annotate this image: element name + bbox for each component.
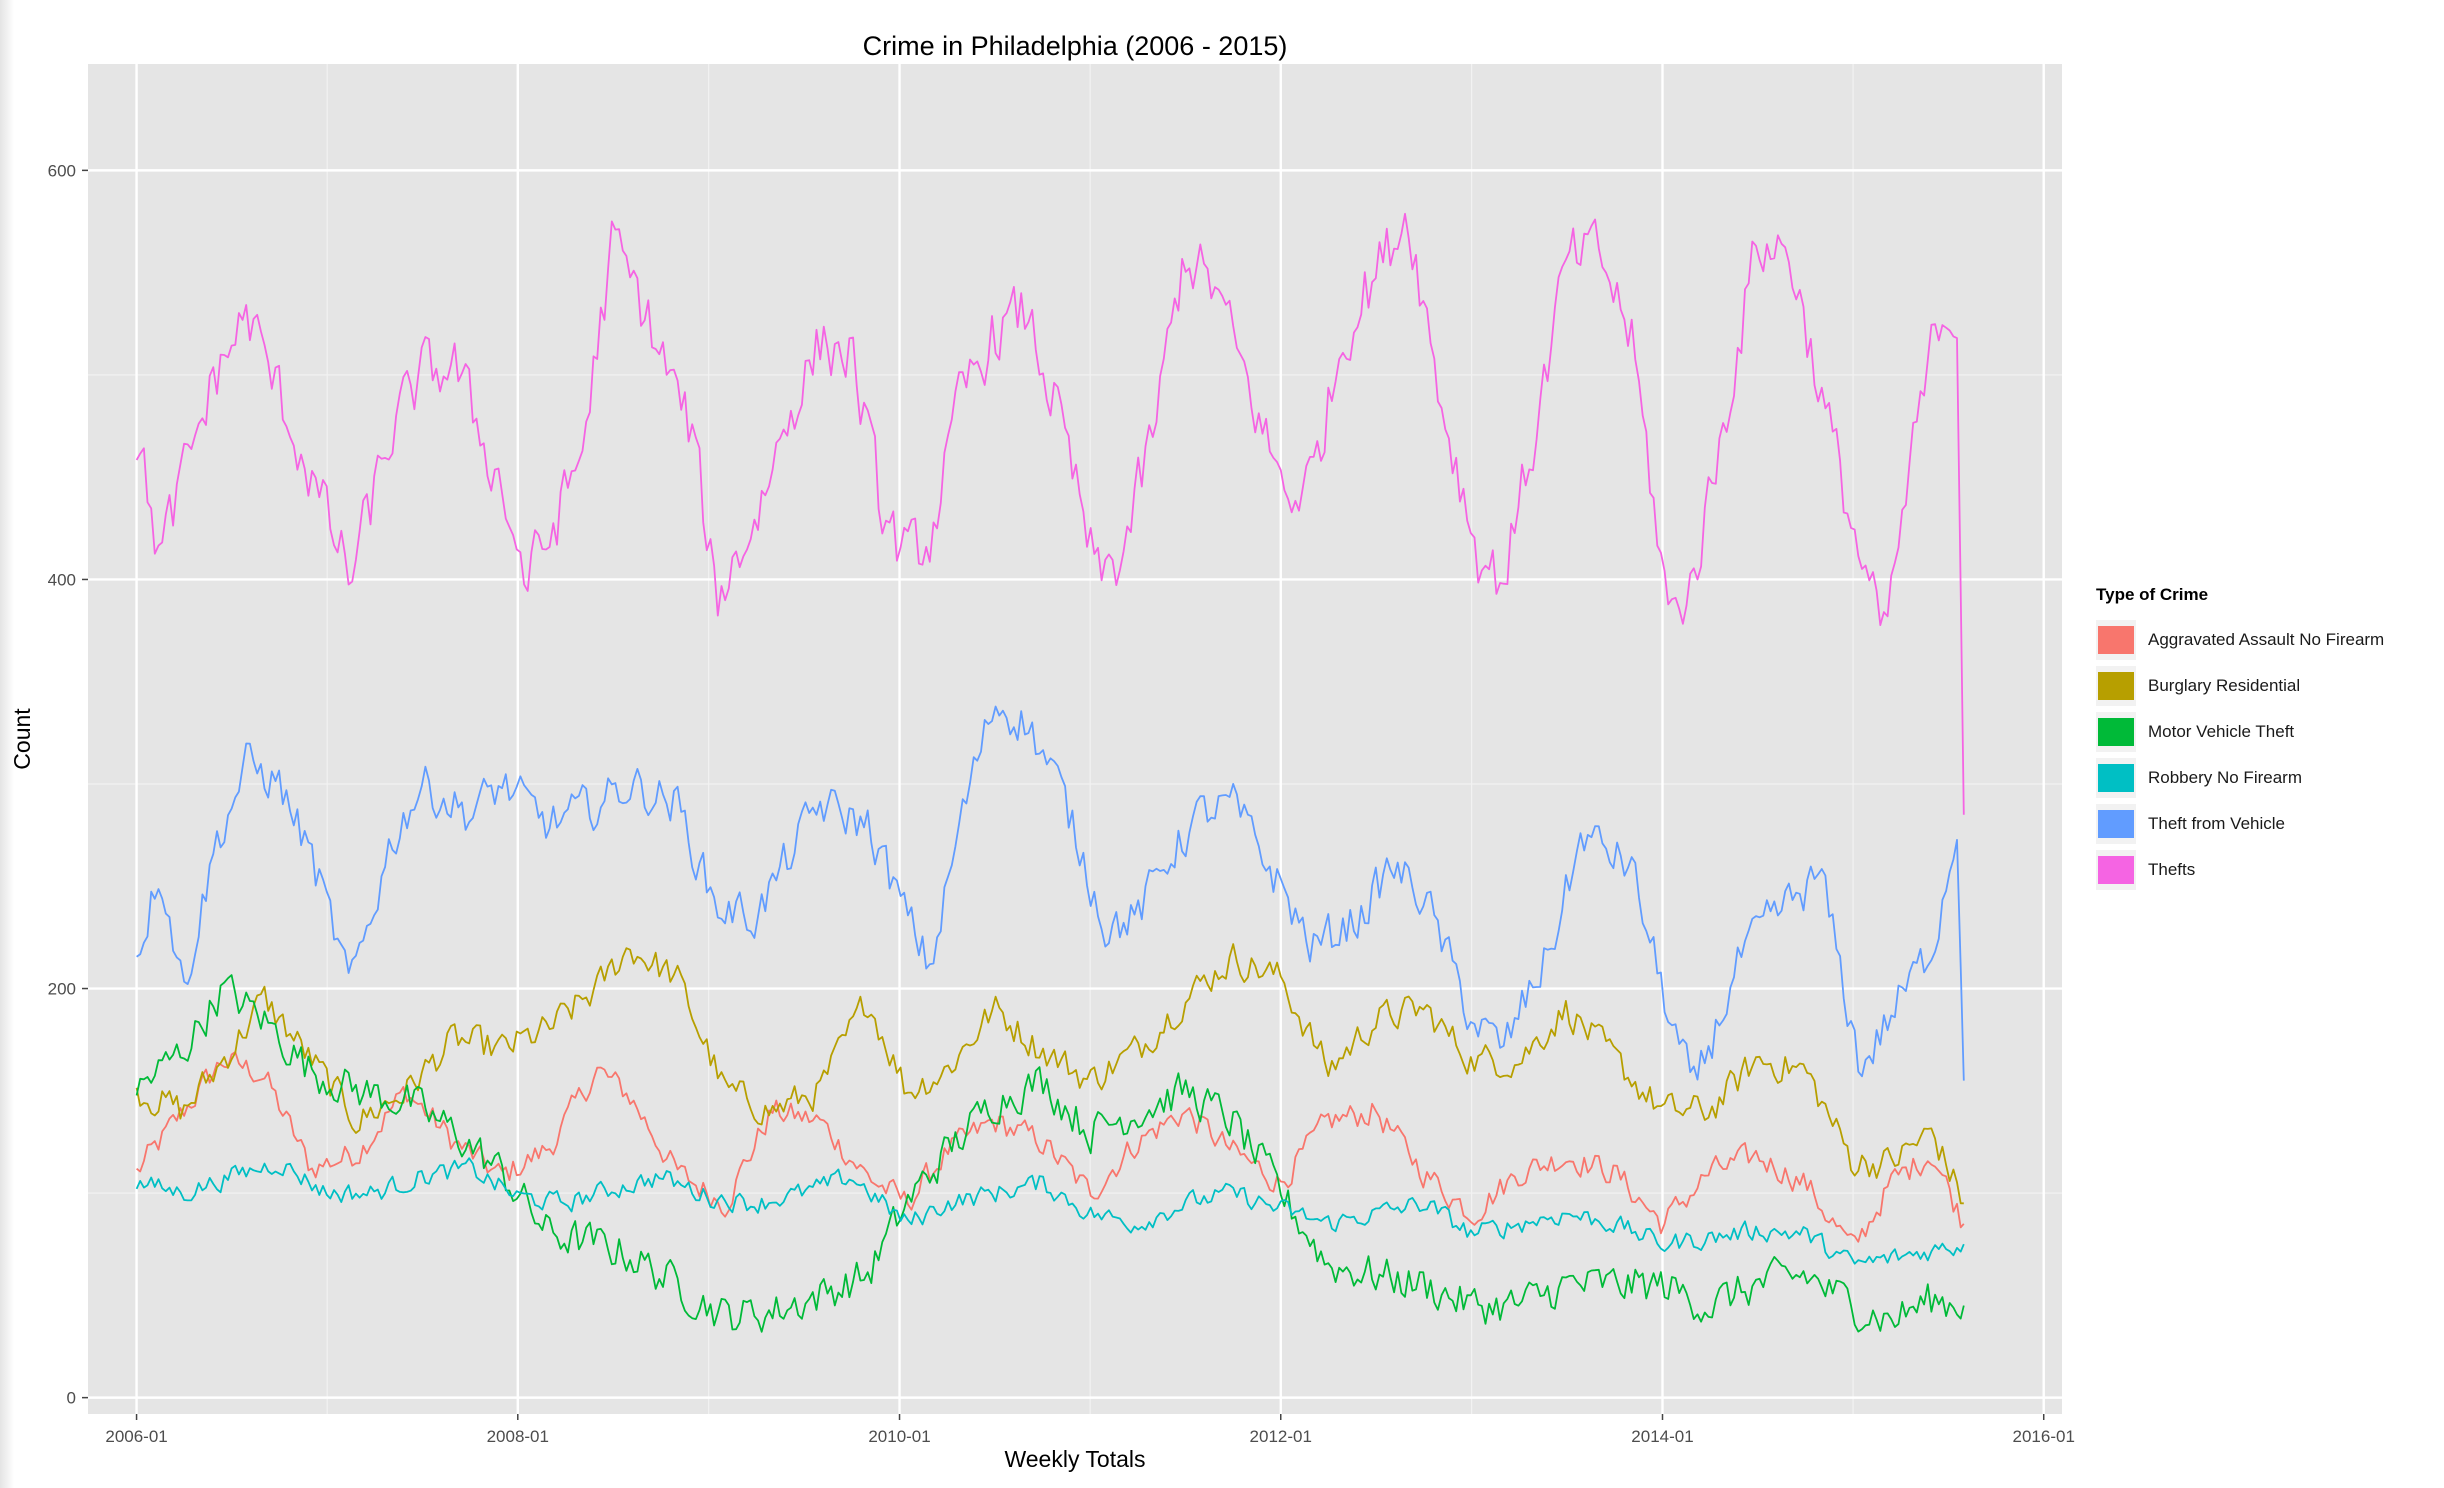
legend-label: Motor Vehicle Theft — [2148, 722, 2295, 741]
legend-swatch — [2098, 764, 2134, 792]
legend-item: Thefts — [2096, 847, 2384, 893]
legend-label: Theft from Vehicle — [2148, 814, 2286, 833]
plot-panel — [88, 64, 2062, 1414]
chart-title: Crime in Philadelphia (2006 - 2015) — [863, 31, 1288, 61]
grid-minor — [88, 64, 2062, 1414]
y-axis-title: Count — [9, 708, 35, 770]
series-line-thefts — [135, 212, 1965, 815]
y-tick-label: 600 — [48, 161, 76, 180]
series-layer — [135, 212, 1965, 1333]
x-tick-label: 2014-01 — [1631, 1427, 1693, 1446]
series-line-motor-vehicle-theft — [135, 974, 1965, 1333]
legend-key — [2096, 712, 2136, 752]
x-axis-title: Weekly Totals — [1004, 1446, 1145, 1472]
legend-key — [2096, 620, 2136, 660]
series-line-robbery-no-firearm — [135, 1157, 1965, 1265]
legend-swatch — [2098, 672, 2134, 700]
legend-item: Aggravated Assault No Firearm — [2096, 617, 2384, 663]
legend-items: Aggravated Assault No Firearm Burglary Re… — [2096, 617, 2384, 893]
y-tick-label: 400 — [48, 570, 76, 589]
legend-key — [2096, 804, 2136, 844]
legend-label: Thefts — [2148, 860, 2196, 879]
axis-ticks: 0 200 400 600 2006-01 2008-01 2010-01 2012-01 20… — [48, 161, 2075, 1446]
x-tick-label: 2012-01 — [1250, 1427, 1312, 1446]
legend-swatch — [2098, 626, 2134, 654]
legend-key — [2096, 758, 2136, 798]
legend-label: Robbery No Firearm — [2148, 768, 2302, 787]
series-line-aggravated-assault-no-firearm — [136, 1051, 1965, 1243]
legend-item: Burglary Residential — [2096, 663, 2384, 709]
grid-major — [88, 64, 2062, 1414]
x-tick-label: 2016-01 — [2013, 1427, 2075, 1446]
left-edge-shade — [0, 0, 14, 1488]
series-line-theft-from-vehicle — [136, 705, 1965, 1081]
x-tick-label: 2010-01 — [868, 1427, 930, 1446]
legend-swatch — [2098, 810, 2134, 838]
x-tick-label: 2008-01 — [487, 1427, 549, 1446]
legend-item: Motor Vehicle Theft — [2096, 709, 2384, 755]
legend-key — [2096, 666, 2136, 706]
legend-key — [2096, 850, 2136, 890]
legend-item: Robbery No Firearm — [2096, 755, 2384, 801]
legend-title: Type of Crime — [2096, 585, 2209, 604]
legend-swatch — [2098, 856, 2134, 884]
x-tick-label: 2006-01 — [105, 1427, 167, 1446]
legend-item: Theft from Vehicle — [2096, 801, 2384, 847]
legend-swatch — [2098, 718, 2134, 746]
legend-label: Burglary Residential — [2148, 676, 2301, 695]
y-tick-label: 200 — [48, 980, 76, 999]
y-tick-label: 0 — [67, 1389, 76, 1408]
legend-label: Aggravated Assault No Firearm — [2148, 630, 2385, 649]
series-line-burglary-residential — [135, 943, 1964, 1205]
legend: Type of Crime Aggravated Assault No Fire… — [2096, 585, 2384, 893]
